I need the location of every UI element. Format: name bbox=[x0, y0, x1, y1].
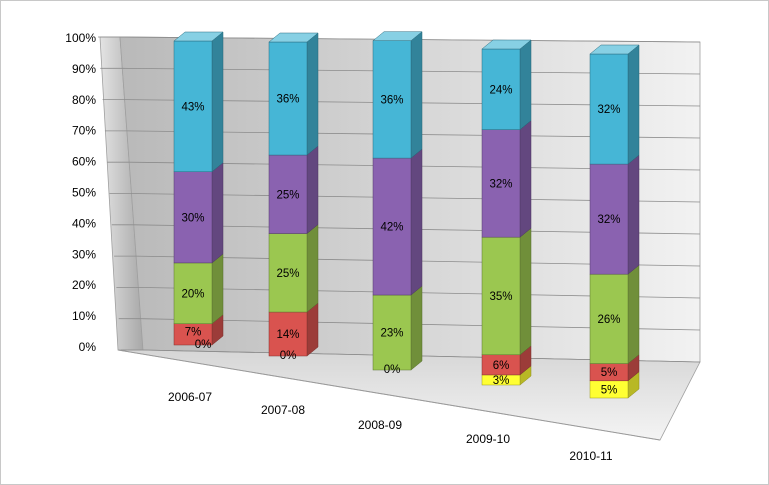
bar-top bbox=[268, 32, 319, 43]
data-label: 25% bbox=[276, 189, 299, 201]
y-tick-label: 80% bbox=[72, 93, 96, 107]
y-tick-label: 100% bbox=[65, 31, 96, 45]
bar-segment bbox=[481, 48, 521, 130]
bar-top bbox=[372, 31, 423, 41]
data-label: 35% bbox=[489, 291, 512, 303]
y-tick-label: 50% bbox=[72, 186, 96, 200]
x-category-label: 2007-08 bbox=[261, 403, 305, 417]
bar-segment bbox=[173, 171, 213, 264]
bar-side bbox=[211, 31, 224, 173]
y-tick-label: 40% bbox=[72, 216, 96, 230]
data-label: 0% bbox=[280, 350, 297, 362]
data-label: 36% bbox=[276, 94, 299, 106]
bar-segment bbox=[589, 163, 629, 275]
bar-top bbox=[173, 31, 224, 42]
bar-side bbox=[410, 148, 423, 296]
y-axis-tick-labels: 0% 10% 20% 30% 40% 50% 60% 70% 80% 90% 100% bbox=[65, 31, 96, 354]
x-axis-category-labels: 2006-07 2007-08 2008-09 2009-10 2010-11 bbox=[168, 390, 613, 463]
data-label: 25% bbox=[276, 268, 299, 280]
bar-side bbox=[519, 39, 532, 131]
bar-segment bbox=[372, 294, 412, 371]
bar-top bbox=[481, 39, 532, 50]
y-tick-label: 0% bbox=[79, 340, 97, 354]
bar-side bbox=[519, 120, 532, 238]
data-label: 6% bbox=[493, 360, 510, 372]
bar-side bbox=[627, 44, 640, 165]
data-label: 0% bbox=[195, 339, 212, 351]
y-tick-label: 20% bbox=[72, 278, 96, 292]
bar-side bbox=[211, 162, 224, 264]
bar-segment bbox=[589, 273, 629, 364]
data-label: 32% bbox=[597, 104, 620, 116]
bar-segment bbox=[481, 129, 521, 238]
data-label: 5% bbox=[601, 384, 618, 396]
bar-side bbox=[410, 285, 423, 371]
data-label: 24% bbox=[489, 84, 512, 96]
data-label: 23% bbox=[380, 328, 403, 340]
y-tick-label: 60% bbox=[72, 155, 96, 169]
bar-side bbox=[410, 31, 423, 159]
bar-segment bbox=[372, 157, 412, 296]
x-category-label: 2009-10 bbox=[466, 432, 510, 446]
data-label: 0% bbox=[384, 364, 401, 376]
bar-side bbox=[627, 264, 640, 365]
y-tick-label: 70% bbox=[72, 124, 96, 138]
bar-segment bbox=[173, 40, 213, 172]
data-label: 42% bbox=[380, 222, 403, 234]
bar-side bbox=[306, 223, 319, 313]
data-label: 32% bbox=[597, 214, 620, 226]
bar-side bbox=[519, 227, 532, 356]
floor-front-edge bbox=[117, 349, 661, 441]
data-label: 7% bbox=[185, 326, 202, 338]
bar-segment bbox=[268, 154, 308, 234]
x-category-label: 2010-11 bbox=[569, 449, 612, 463]
bar-segment bbox=[268, 41, 308, 156]
bar-side bbox=[211, 253, 224, 325]
bar-segment bbox=[481, 236, 521, 356]
bar-segment bbox=[173, 262, 213, 324]
data-label: 3% bbox=[493, 375, 510, 387]
data-label: 43% bbox=[181, 101, 204, 113]
data-label: 32% bbox=[489, 178, 512, 190]
data-label: 36% bbox=[380, 94, 403, 106]
bar-side bbox=[627, 154, 640, 275]
data-label: 5% bbox=[601, 367, 618, 379]
bar-segment bbox=[268, 233, 308, 313]
bar-top bbox=[589, 44, 640, 55]
x-category-label: 2008-09 bbox=[358, 418, 402, 432]
data-label: 14% bbox=[276, 329, 299, 341]
y-tick-label: 10% bbox=[72, 309, 96, 323]
y-tick-label: 90% bbox=[72, 62, 96, 76]
bar-segment bbox=[268, 311, 308, 357]
data-label: 30% bbox=[181, 212, 204, 224]
bar-side bbox=[306, 32, 319, 156]
bar-side bbox=[306, 145, 319, 235]
bars: 0%7%20%30%43%0%14%25%25%36%0%23%42%36%3%… bbox=[173, 31, 640, 399]
y-tick-label: 30% bbox=[72, 247, 96, 261]
x-category-label: 2006-07 bbox=[168, 390, 212, 404]
data-label: 20% bbox=[181, 288, 204, 300]
data-label: 26% bbox=[597, 314, 620, 326]
